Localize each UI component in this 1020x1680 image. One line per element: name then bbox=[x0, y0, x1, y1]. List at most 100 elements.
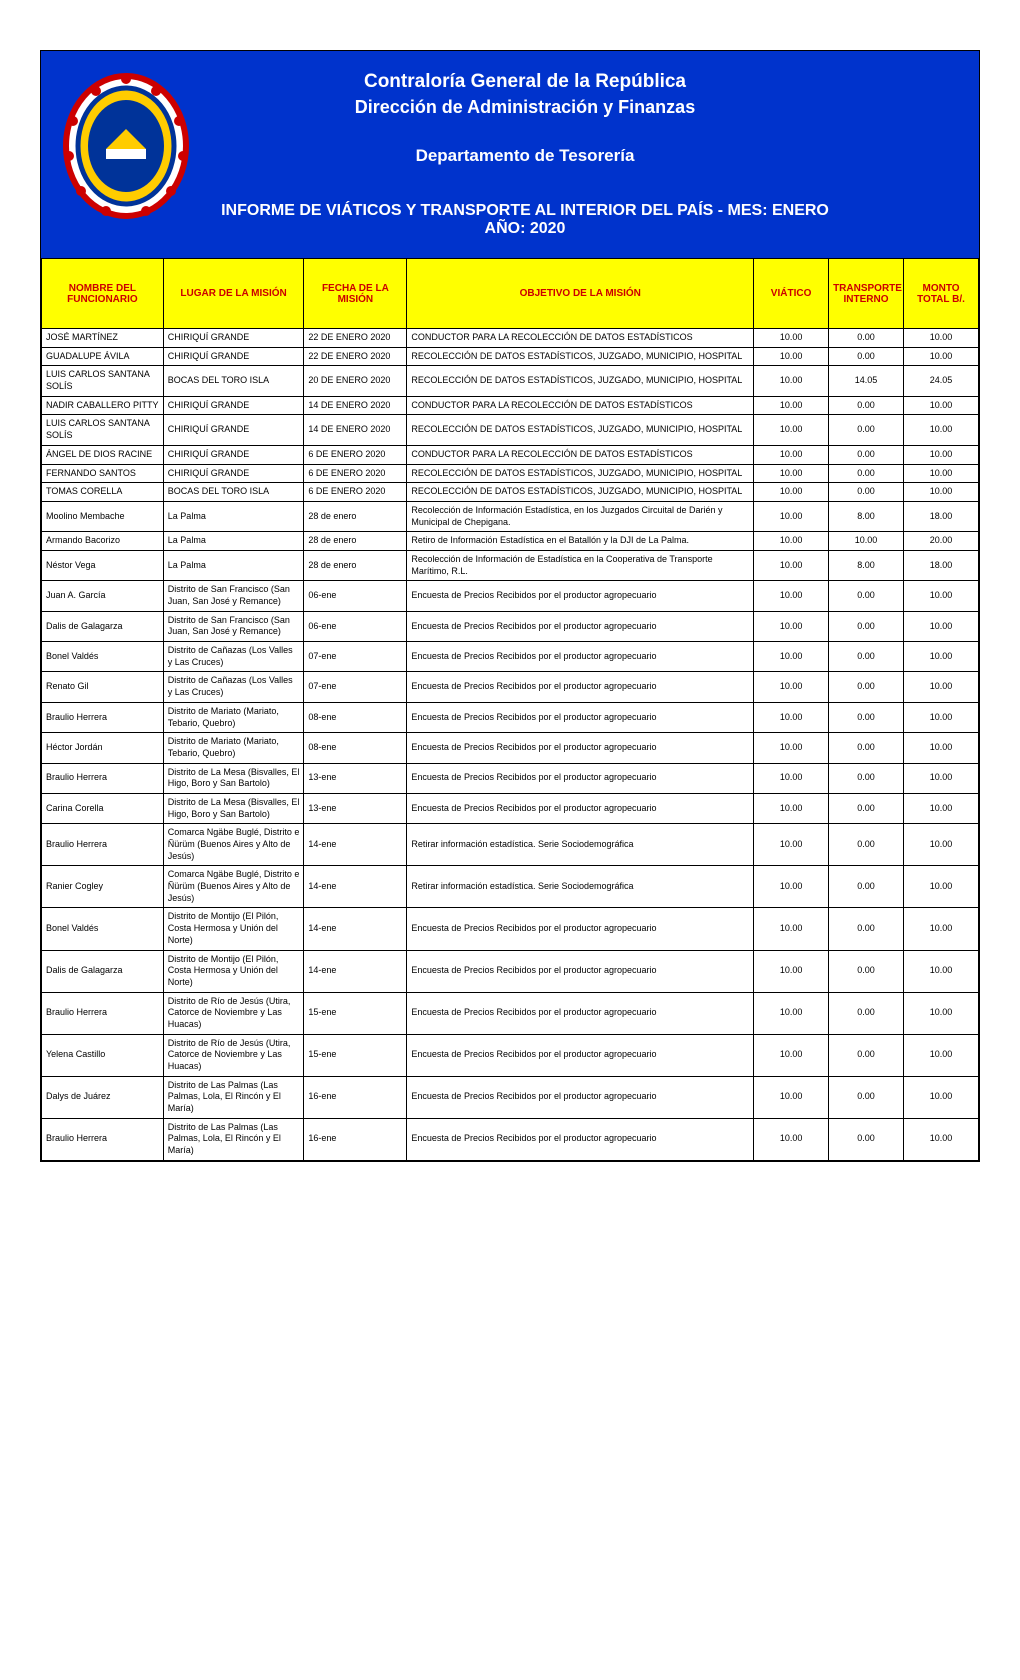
table-cell: 10.00 bbox=[904, 733, 979, 763]
table-cell: 10.00 bbox=[904, 329, 979, 348]
table-cell: 0.00 bbox=[829, 396, 904, 415]
table-cell: 0.00 bbox=[829, 611, 904, 641]
table-cell: RECOLECCIÓN DE DATOS ESTADÍSTICOS, JUZGA… bbox=[407, 415, 754, 445]
table-cell: 0.00 bbox=[829, 464, 904, 483]
table-cell: CONDUCTOR PARA LA RECOLECCIÓN DE DATOS E… bbox=[407, 329, 754, 348]
table-row: Braulio HerreraDistrito de Río de Jesús … bbox=[42, 992, 979, 1034]
table-cell: Distrito de Montijo (El Pilón, Costa Her… bbox=[163, 908, 304, 950]
table-cell: 18.00 bbox=[904, 501, 979, 531]
table-cell: 14-ene bbox=[304, 908, 407, 950]
table-cell: 10.00 bbox=[754, 824, 829, 866]
table-row: Yelena CastilloDistrito de Río de Jesús … bbox=[42, 1034, 979, 1076]
table-cell: 10.00 bbox=[904, 824, 979, 866]
table-row: Braulio HerreraDistrito de La Mesa (Bisv… bbox=[42, 763, 979, 793]
table-cell: 8.00 bbox=[829, 550, 904, 580]
table-cell: 0.00 bbox=[829, 483, 904, 502]
table-cell: Recolección de Información Estadística, … bbox=[407, 501, 754, 531]
table-cell: 10.00 bbox=[754, 866, 829, 908]
table-cell: 06-ene bbox=[304, 611, 407, 641]
table-cell: 10.00 bbox=[904, 672, 979, 702]
table-cell: Braulio Herrera bbox=[42, 992, 164, 1034]
table-cell: Ranier Cogley bbox=[42, 866, 164, 908]
table-cell: Distrito de Montijo (El Pilón, Costa Her… bbox=[163, 950, 304, 992]
table-cell: 15-ene bbox=[304, 992, 407, 1034]
table-cell: Encuesta de Precios Recibidos por el pro… bbox=[407, 1076, 754, 1118]
table-cell: Encuesta de Precios Recibidos por el pro… bbox=[407, 950, 754, 992]
table-cell: 0.00 bbox=[829, 733, 904, 763]
table-cell: Recolección de Información de Estadístic… bbox=[407, 550, 754, 580]
table-cell: CHIRIQUÍ GRANDE bbox=[163, 415, 304, 445]
table-header-row: NOMBRE DEL FUNCIONARIO LUGAR DE LA MISIÓ… bbox=[42, 259, 979, 329]
header-line1: Contraloría General de la República bbox=[221, 71, 829, 93]
table-cell: 0.00 bbox=[829, 866, 904, 908]
table-cell: 14 DE ENERO 2020 bbox=[304, 396, 407, 415]
table-cell: Yelena Castillo bbox=[42, 1034, 164, 1076]
table-cell: 10.00 bbox=[754, 642, 829, 672]
table-cell: 10.00 bbox=[904, 702, 979, 732]
table-cell: 10.00 bbox=[754, 464, 829, 483]
table-cell: Bonel Valdés bbox=[42, 908, 164, 950]
table-cell: 6 DE ENERO 2020 bbox=[304, 445, 407, 464]
table-cell: GUADALUPE ÁVILA bbox=[42, 347, 164, 366]
table-cell: 6 DE ENERO 2020 bbox=[304, 464, 407, 483]
table-cell: 0.00 bbox=[829, 950, 904, 992]
table-cell: 0.00 bbox=[829, 824, 904, 866]
table-cell: Armando Bacorizo bbox=[42, 532, 164, 551]
table-cell: 13-ene bbox=[304, 763, 407, 793]
table-cell: CHIRIQUÍ GRANDE bbox=[163, 396, 304, 415]
table-cell: CHIRIQUÍ GRANDE bbox=[163, 464, 304, 483]
seal-logo bbox=[61, 71, 191, 221]
table-cell: Dalys de Juárez bbox=[42, 1076, 164, 1118]
table-cell: 10.00 bbox=[754, 501, 829, 531]
table-cell: 10.00 bbox=[904, 1076, 979, 1118]
table-cell: 10.00 bbox=[904, 396, 979, 415]
table-cell: 10.00 bbox=[754, 1034, 829, 1076]
table-cell: 6 DE ENERO 2020 bbox=[304, 483, 407, 502]
th-lugar: LUGAR DE LA MISIÓN bbox=[163, 259, 304, 329]
table-cell: Comarca Ngäbe Buglé, Distrito e Ñürüm (B… bbox=[163, 866, 304, 908]
table-cell: 10.00 bbox=[904, 793, 979, 823]
table-cell: Encuesta de Precios Recibidos por el pro… bbox=[407, 763, 754, 793]
table-cell: Braulio Herrera bbox=[42, 824, 164, 866]
table-cell: 10.00 bbox=[754, 733, 829, 763]
table-cell: Dalis de Galagarza bbox=[42, 611, 164, 641]
table-cell: 0.00 bbox=[829, 347, 904, 366]
table-cell: 22 DE ENERO 2020 bbox=[304, 329, 407, 348]
table-cell: 28 de enero bbox=[304, 501, 407, 531]
th-fecha: FECHA DE LA MISIÓN bbox=[304, 259, 407, 329]
table-cell: 28 de enero bbox=[304, 550, 407, 580]
table-cell: 10.00 bbox=[904, 866, 979, 908]
table-cell: Braulio Herrera bbox=[42, 763, 164, 793]
table-row: Armando BacorizoLa Palma28 de eneroRetir… bbox=[42, 532, 979, 551]
table-body: JOSÉ MARTÍNEZCHIRIQUÍ GRANDE22 DE ENERO … bbox=[42, 329, 979, 1161]
table-cell: 15-ene bbox=[304, 1034, 407, 1076]
table-cell: CHIRIQUÍ GRANDE bbox=[163, 329, 304, 348]
table-row: Juan A. GarcíaDistrito de San Francisco … bbox=[42, 581, 979, 611]
table-cell: 10.00 bbox=[754, 908, 829, 950]
table-row: Bonel ValdésDistrito de Montijo (El Piló… bbox=[42, 908, 979, 950]
table-cell: 14 DE ENERO 2020 bbox=[304, 415, 407, 445]
table-row: JOSÉ MARTÍNEZCHIRIQUÍ GRANDE22 DE ENERO … bbox=[42, 329, 979, 348]
table-cell: Distrito de La Mesa (Bisvalles, El Higo,… bbox=[163, 763, 304, 793]
table-cell: 0.00 bbox=[829, 1118, 904, 1160]
table-cell: 10.00 bbox=[754, 483, 829, 502]
table-cell: 13-ene bbox=[304, 793, 407, 823]
table-cell: 0.00 bbox=[829, 672, 904, 702]
table-cell: 14-ene bbox=[304, 950, 407, 992]
table-cell: Bonel Valdés bbox=[42, 642, 164, 672]
header-line3: Departamento de Tesorería bbox=[221, 146, 829, 166]
table-row: TOMAS CORELLABOCAS DEL TORO ISLA6 DE ENE… bbox=[42, 483, 979, 502]
table-cell: 10.00 bbox=[754, 532, 829, 551]
table-cell: 10.00 bbox=[904, 950, 979, 992]
table-cell: 0.00 bbox=[829, 642, 904, 672]
th-viatico: VIÁTICO bbox=[754, 259, 829, 329]
table-cell: CONDUCTOR PARA LA RECOLECCIÓN DE DATOS E… bbox=[407, 445, 754, 464]
table-cell: 0.00 bbox=[829, 445, 904, 464]
table-cell: 14-ene bbox=[304, 866, 407, 908]
table-cell: ÁNGEL DE DIOS RACINE bbox=[42, 445, 164, 464]
table-cell: Carina Corella bbox=[42, 793, 164, 823]
table-row: Braulio HerreraDistrito de Las Palmas (L… bbox=[42, 1118, 979, 1160]
table-cell: 10.00 bbox=[754, 1118, 829, 1160]
table-cell: LUIS CARLOS SANTANA SOLÍS bbox=[42, 366, 164, 396]
table-cell: Renato Gil bbox=[42, 672, 164, 702]
